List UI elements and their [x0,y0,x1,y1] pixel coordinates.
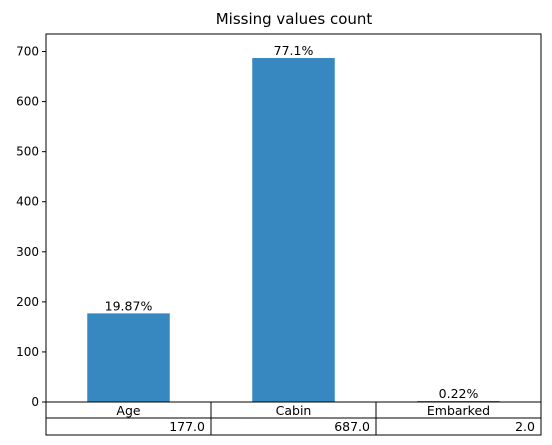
table-header-cell: Age [116,403,140,418]
data-label: 19.87% [105,298,153,313]
table-header-cell: Embarked [427,403,490,418]
table-value-cell: 687.0 [334,419,370,434]
data-labels: 19.87% 77.1% 0.22% [105,43,479,401]
y-tick-label: 0 [31,395,39,409]
table-header-cell: Cabin [276,403,312,418]
bar-embarked [417,400,500,402]
y-tick-label: 300 [16,245,39,259]
table-value-cell: 2.0 [515,419,535,434]
y-axis: 0 100 200 300 400 500 600 700 [16,45,46,409]
y-tick-label: 600 [16,95,39,109]
bar-age [87,313,170,402]
table-value-cell: 177.0 [169,419,205,434]
y-tick-label: 100 [16,345,39,359]
y-tick-label: 200 [16,295,39,309]
bars [87,58,500,402]
data-label: 0.22% [439,386,479,401]
y-tick-label: 500 [16,145,39,159]
bar-cabin [252,58,335,402]
y-tick-label: 700 [16,45,39,59]
data-table: Age Cabin Embarked 177.0 687.0 2.0 [45,401,542,436]
data-label: 77.1% [274,43,314,58]
chart-title: Missing values count [216,10,373,28]
y-tick-label: 400 [16,195,39,209]
